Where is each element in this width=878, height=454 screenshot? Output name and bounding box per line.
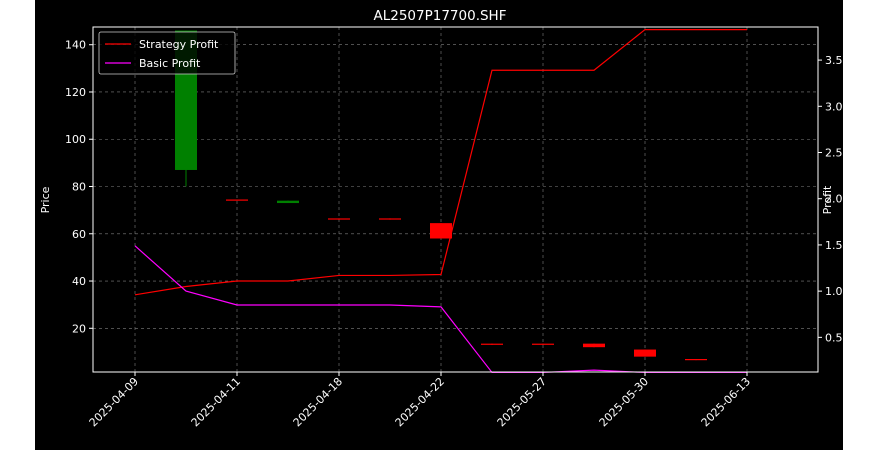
left-y-axis: 20 40 60 80 100 120 140 bbox=[65, 39, 93, 335]
plot-frame bbox=[92, 26, 819, 373]
legend-box bbox=[98, 31, 236, 75]
x-tick-label: 2025-05-27 bbox=[495, 375, 549, 429]
candle-body bbox=[634, 349, 656, 357]
x-tick-label: 2025-04-22 bbox=[393, 375, 447, 429]
left-y-tick-label: 40 bbox=[72, 275, 86, 288]
legend: Strategy Profit Basic Profit bbox=[98, 31, 236, 75]
candle-body bbox=[481, 343, 503, 345]
left-y-tick-label: 100 bbox=[65, 133, 86, 146]
candle-body bbox=[328, 218, 350, 220]
x-tick-label: 2025-04-11 bbox=[189, 375, 243, 429]
candle-body bbox=[379, 218, 401, 220]
right-y-axis: 0.5 1.0 1.5 2.0 2.5 3.0 3.5 bbox=[818, 54, 843, 344]
candle-body bbox=[226, 199, 248, 201]
left-y-tick-label: 140 bbox=[65, 39, 86, 52]
x-tick-label: 2025-06-13 bbox=[699, 375, 753, 429]
x-axis: 2025-04-09 2025-04-11 2025-04-18 2025-04-22… bbox=[87, 372, 753, 429]
right-y-tick-label: 1.0 bbox=[825, 285, 843, 298]
candle-body bbox=[583, 343, 605, 348]
grid-lines bbox=[93, 27, 818, 372]
x-tick-label: 2025-04-09 bbox=[87, 375, 141, 429]
left-y-tick-label: 120 bbox=[65, 86, 86, 99]
x-tick-label: 2025-05-30 bbox=[597, 375, 651, 429]
chart-title: AL2507P17700.SHF bbox=[374, 8, 507, 24]
candlestick-profit-chart: AL2507P17700.SHF 20 40 60 80 100 120 140 0.5 1.… bbox=[39, 8, 843, 429]
right-y-tick-label: 0.5 bbox=[825, 331, 843, 344]
right-y-tick-label: 3.5 bbox=[825, 54, 843, 67]
right-y-tick-label: 1.5 bbox=[825, 239, 843, 252]
x-tick-label: 2025-04-18 bbox=[291, 375, 345, 429]
candle-body bbox=[430, 223, 452, 239]
legend-label-basic: Basic Profit bbox=[139, 57, 201, 70]
legend-label-strategy: Strategy Profit bbox=[139, 38, 219, 51]
right-y-tick-label: 2.5 bbox=[825, 147, 843, 160]
right-y-tick-label: 2.0 bbox=[825, 193, 843, 206]
candle-body bbox=[685, 359, 707, 361]
left-y-tick-label: 80 bbox=[72, 181, 86, 194]
right-y-axis-label: Profit bbox=[821, 185, 834, 214]
left-y-tick-label: 20 bbox=[72, 322, 86, 335]
chart-figure: AL2507P17700.SHF 20 40 60 80 100 120 140 0.5 1.… bbox=[35, 0, 843, 450]
candle-body bbox=[532, 343, 554, 345]
candle-body bbox=[277, 200, 299, 204]
right-y-tick-label: 3.0 bbox=[825, 100, 843, 113]
strategy-profit-line bbox=[134, 28, 747, 296]
left-y-tick-label: 60 bbox=[72, 228, 86, 241]
left-y-axis-label: Price bbox=[39, 186, 52, 213]
